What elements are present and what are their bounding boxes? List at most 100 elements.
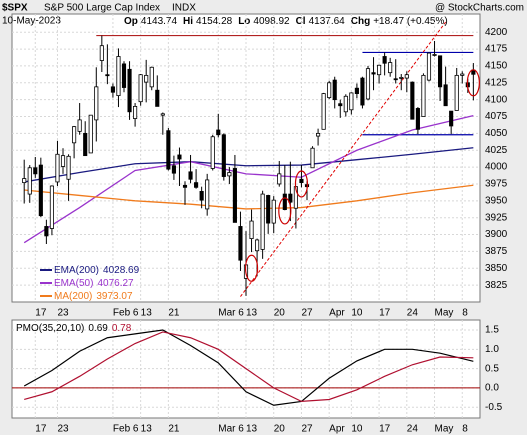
x-tick-label: 24 <box>407 424 419 435</box>
candle-body <box>49 185 54 229</box>
legend-entry: EMA(50) 4076.27 <box>54 278 134 289</box>
candle-body <box>227 172 232 177</box>
quote-value: 4098.92 <box>253 16 290 27</box>
quote-label: Op <box>124 16 138 27</box>
x-tick-label: Apr <box>329 424 345 435</box>
x-tick-label: 8 <box>462 424 468 435</box>
date: 10-May-2023 <box>2 16 61 27</box>
x-tick-label: 24 <box>407 308 419 319</box>
candle-body <box>426 52 432 81</box>
annotation-circle <box>466 69 480 97</box>
x-tick-label: May <box>435 424 454 435</box>
candle-body <box>415 108 420 130</box>
y-tick-label: 0.0 <box>485 383 499 394</box>
x-tick-label: 8 <box>462 308 468 319</box>
candle-body <box>299 178 304 184</box>
candle-body <box>354 87 359 94</box>
x-tick-label: Mar 6 <box>218 424 244 435</box>
candle-body <box>410 81 415 120</box>
overlay-line <box>24 147 474 183</box>
y-tick-label: 3975 <box>485 179 508 190</box>
candle-body <box>133 106 138 119</box>
x-tick-label: 13 <box>246 424 258 435</box>
candle-body <box>321 93 326 130</box>
pmo-legend: PMO(35,20,10) 0.69 0.78 <box>16 323 132 334</box>
candle-body <box>232 168 237 223</box>
x-tick-label: Mar 6 <box>218 308 244 319</box>
candle-body <box>27 167 32 195</box>
candle-body <box>460 73 465 76</box>
pmo-value: 0.78 <box>112 323 132 334</box>
pmo-line <box>23 329 474 406</box>
candle-body <box>221 134 226 177</box>
candle-body <box>382 56 387 64</box>
candle-body <box>332 79 337 101</box>
candle-body <box>44 226 49 237</box>
plot <box>12 320 480 418</box>
candle-body <box>365 68 371 100</box>
candle-body <box>160 113 165 116</box>
y-tick-label: 4000 <box>485 162 508 173</box>
quote-label: Cl <box>296 16 306 27</box>
legend-value: 4028.69 <box>103 265 140 276</box>
legend-name: MA(200) <box>54 291 92 302</box>
candle-body <box>105 74 110 77</box>
quote-value: 4143.74 <box>141 16 178 27</box>
y-tick-label: 3850 <box>485 263 508 274</box>
candle-body <box>38 164 43 217</box>
plot <box>12 14 480 302</box>
y-tick-label: 3825 <box>485 280 508 291</box>
candle-body <box>60 155 66 167</box>
x-tick-label: 27 <box>301 308 313 319</box>
candle-body <box>205 179 210 210</box>
candle-body <box>83 132 88 157</box>
candle-body <box>443 84 448 107</box>
candle-body <box>438 55 443 88</box>
y-tick-label: 4150 <box>485 61 508 72</box>
x-tick-label: Apr <box>329 308 345 319</box>
candle-body <box>277 173 282 185</box>
candle-body <box>432 54 437 56</box>
x-tick-label: 13 <box>141 424 153 435</box>
y-tick-label: 4100 <box>485 94 508 105</box>
legend-name: EMA(50) <box>54 278 93 289</box>
candle-body <box>266 195 271 224</box>
y-tick-label: -0.5 <box>485 402 503 413</box>
candle-body <box>249 220 254 239</box>
candle-body <box>199 190 204 201</box>
quote-value: +18.47 (+0.45%) <box>373 16 448 27</box>
x-tick-label: 17 <box>379 424 391 435</box>
overlay-line <box>23 115 474 244</box>
candle-body <box>371 72 376 75</box>
candle-body <box>116 56 121 97</box>
y-tick-label: 4025 <box>485 145 508 156</box>
candle-body <box>310 147 315 169</box>
quote-value: 4154.28 <box>196 16 233 27</box>
candle-body <box>316 132 321 137</box>
candle-body <box>288 193 293 203</box>
candle-body <box>421 74 426 117</box>
x-tick-label: 21 <box>168 424 180 435</box>
candle-body <box>338 103 343 107</box>
y-tick-label: 4175 <box>485 44 508 55</box>
candle-body <box>138 74 143 103</box>
candle-body <box>72 126 77 144</box>
candle-body <box>121 63 127 88</box>
candle-body <box>255 239 260 252</box>
candle-body <box>210 136 215 169</box>
candle-body <box>454 74 459 111</box>
quote-label: Lo <box>238 16 250 27</box>
trend-line <box>240 21 447 297</box>
x-tick-label: 10 <box>351 424 363 435</box>
x-tick-label: 10 <box>351 308 363 319</box>
overlay-line <box>24 184 474 210</box>
candle-body <box>399 77 404 79</box>
y-tick-label: 1.0 <box>485 344 499 355</box>
x-tick-label: May <box>435 308 454 319</box>
y-tick-label: 4125 <box>485 77 508 88</box>
x-tick-label: 23 <box>57 308 69 319</box>
x-tick-label: 27 <box>301 424 313 435</box>
quote-label: Chg <box>351 16 370 27</box>
legend-value: 4076.27 <box>97 278 134 289</box>
